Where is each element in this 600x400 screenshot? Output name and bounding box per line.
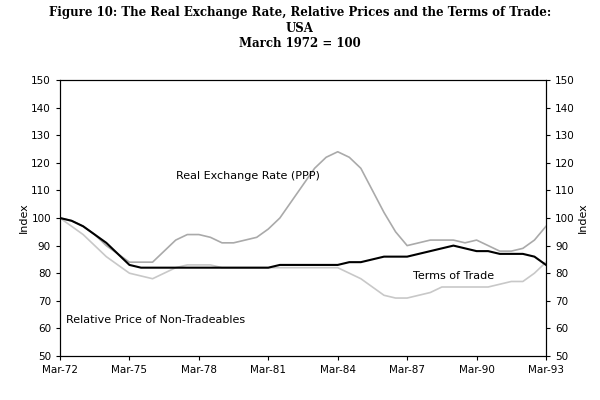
Text: Terms of Trade: Terms of Trade (413, 271, 494, 281)
Y-axis label: Index: Index (19, 203, 28, 233)
Text: March 1972 = 100: March 1972 = 100 (239, 37, 361, 50)
Text: Relative Price of Non-Tradeables: Relative Price of Non-Tradeables (66, 315, 245, 325)
Text: Figure 10: The Real Exchange Rate, Relative Prices and the Terms of Trade:: Figure 10: The Real Exchange Rate, Relat… (49, 6, 551, 19)
Text: Real Exchange Rate (PPP): Real Exchange Rate (PPP) (176, 171, 320, 181)
Text: USA: USA (286, 22, 314, 35)
Y-axis label: Index: Index (578, 203, 587, 233)
